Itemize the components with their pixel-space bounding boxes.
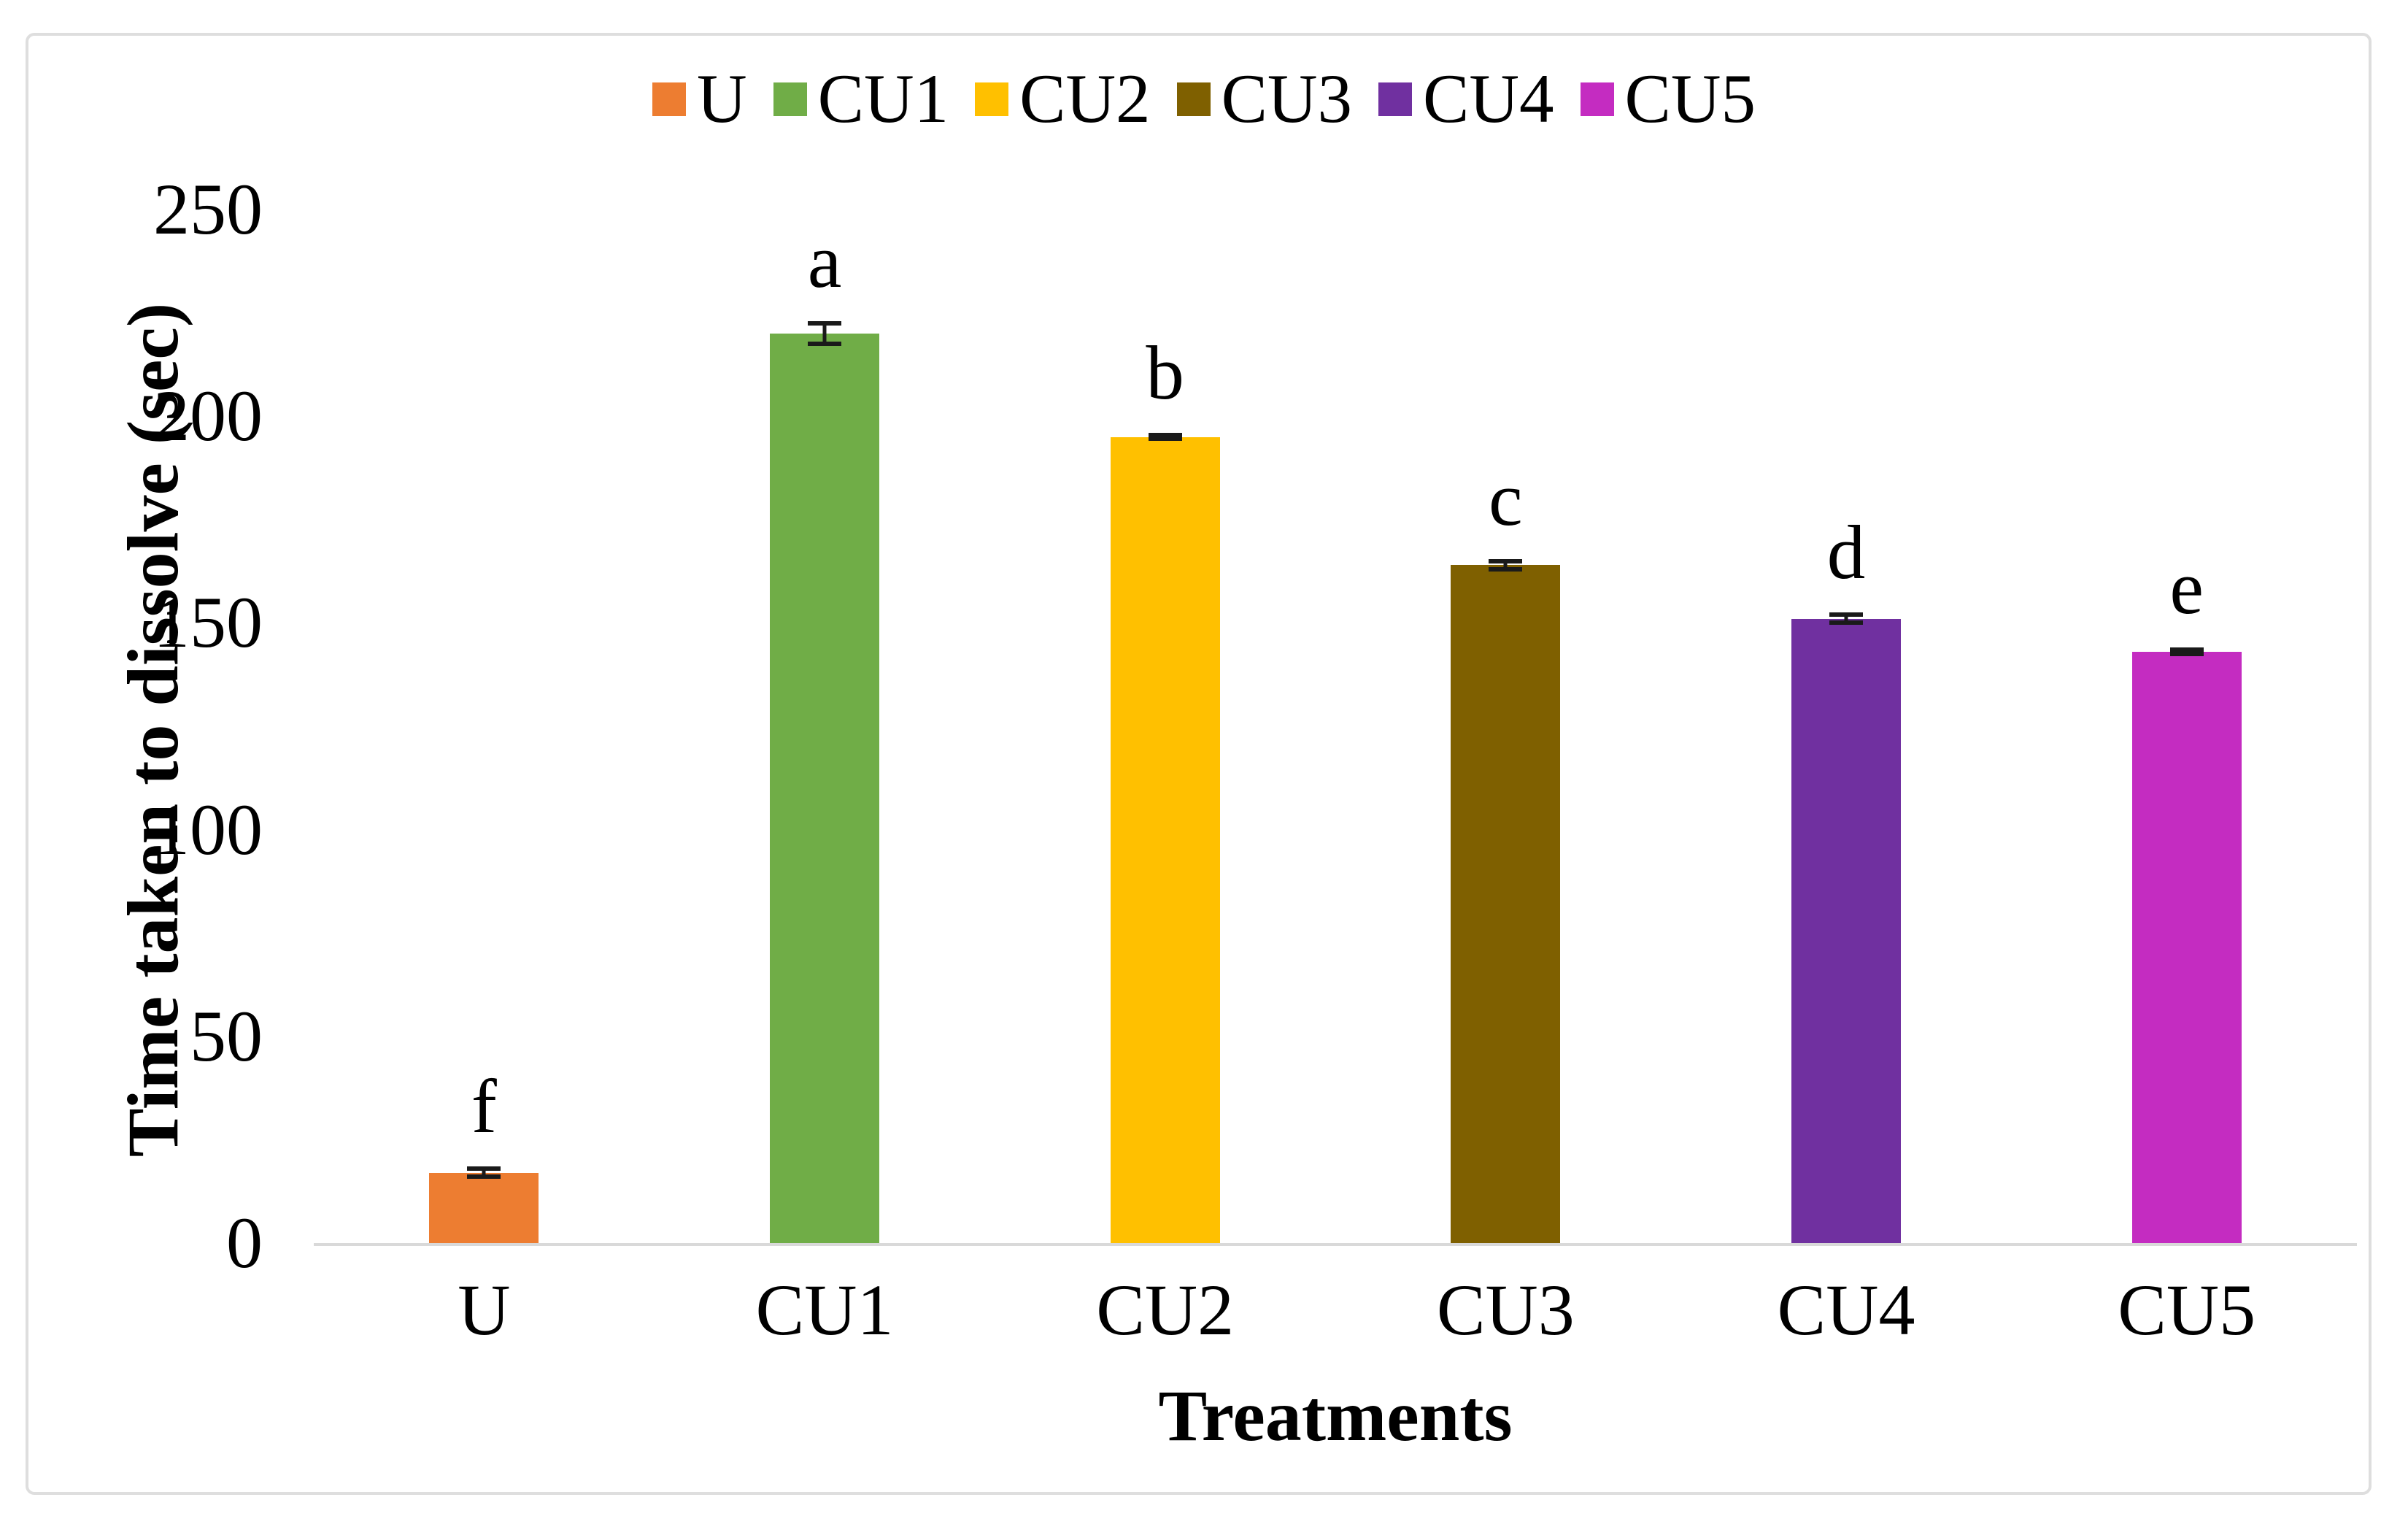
error-bar-cap [2169,647,2204,653]
legend-swatch-u [652,82,686,116]
error-bar-cap [1489,558,1523,563]
y-tick-label-0: 0 [226,1202,263,1283]
x-tick-label-cu1: CU1 [755,1269,894,1350]
legend-item-cu3: CU3 [1176,60,1353,137]
y-tick-label-200: 200 [153,375,263,457]
bar-cu3 [1451,565,1561,1243]
legend: U CU1 CU2 CU3 CU4 CU5 [0,64,2408,134]
legend-item-cu5: CU5 [1580,60,1756,137]
y-tick-label-50: 50 [190,995,263,1077]
error-bar-line [822,320,827,346]
significance-letter-cu4: d [1826,509,1866,596]
error-bar-cap [1148,436,1182,442]
legend-item-cu1: CU1 [773,64,949,134]
error-bar-cap [808,341,841,346]
x-tick-label-cu4: CU4 [1777,1269,1915,1350]
significance-letter-u: f [471,1063,497,1150]
legend-label: CU1 [817,60,949,137]
error-bar-cap [808,320,841,326]
significance-letter-cu3: c [1489,455,1523,542]
y-tick-label-100: 100 [153,788,263,870]
legend-label: CU3 [1221,60,1353,137]
significance-letter-cu1: a [807,218,842,304]
error-bar-cap [467,1174,501,1180]
legend-swatch-cu3 [1176,82,1211,116]
error-bar-cap [467,1166,501,1172]
x-axis-title: Treatments [1158,1375,1513,1456]
significance-letter-cu2: b [1146,329,1184,415]
legend-item-cu2: CU2 [975,60,1151,137]
error-bar-cu4 [1829,612,1863,626]
legend-label: CU2 [1019,60,1151,137]
error-bar-line [1844,612,1848,626]
bar-cu2 [1110,436,1220,1243]
significance-letter-cu5: e [2169,545,2204,631]
legend-swatch-cu2 [975,82,1009,116]
error-bar-cap [1489,566,1523,572]
legend-label: CU5 [1624,60,1756,137]
error-bar-cu2 [1148,432,1182,442]
plot-area: f a b c d e [314,209,2357,1246]
legend-label: CU4 [1423,60,1554,137]
legend-label: U [696,60,747,137]
x-tick-label-cu2: CU2 [1096,1269,1235,1350]
x-tick-label-u: U [458,1269,511,1350]
y-tick-label-250: 250 [153,169,263,250]
error-bar-line [482,1166,486,1180]
y-tick-label-150: 150 [153,582,263,663]
error-bar-cap [1148,432,1182,437]
bar-cu5 [2131,652,2242,1243]
bar-cu4 [1791,618,1901,1243]
legend-swatch-cu4 [1378,82,1413,116]
legend-swatch-cu1 [773,82,807,116]
error-bar-cu3 [1489,558,1523,572]
error-bar-cap [1829,612,1863,618]
legend-item-cu4: CU4 [1378,64,1554,134]
error-bar-cap [2169,651,2204,656]
error-bar-cu1 [808,320,841,346]
legend-swatch-cu5 [1580,82,1614,116]
error-bar-u [467,1166,501,1180]
error-bar-cu5 [2169,647,2204,656]
error-bar-line [1503,558,1508,572]
error-bar-cap [1829,620,1863,626]
x-tick-label-cu3: CU3 [1436,1269,1575,1350]
legend-item-u: U [652,64,747,134]
y-axis-title: Time taken to dissolve (sec) [112,302,193,1158]
x-tick-label-cu5: CU5 [2118,1269,2256,1350]
bar-cu1 [770,333,879,1243]
bar-u [429,1172,539,1243]
